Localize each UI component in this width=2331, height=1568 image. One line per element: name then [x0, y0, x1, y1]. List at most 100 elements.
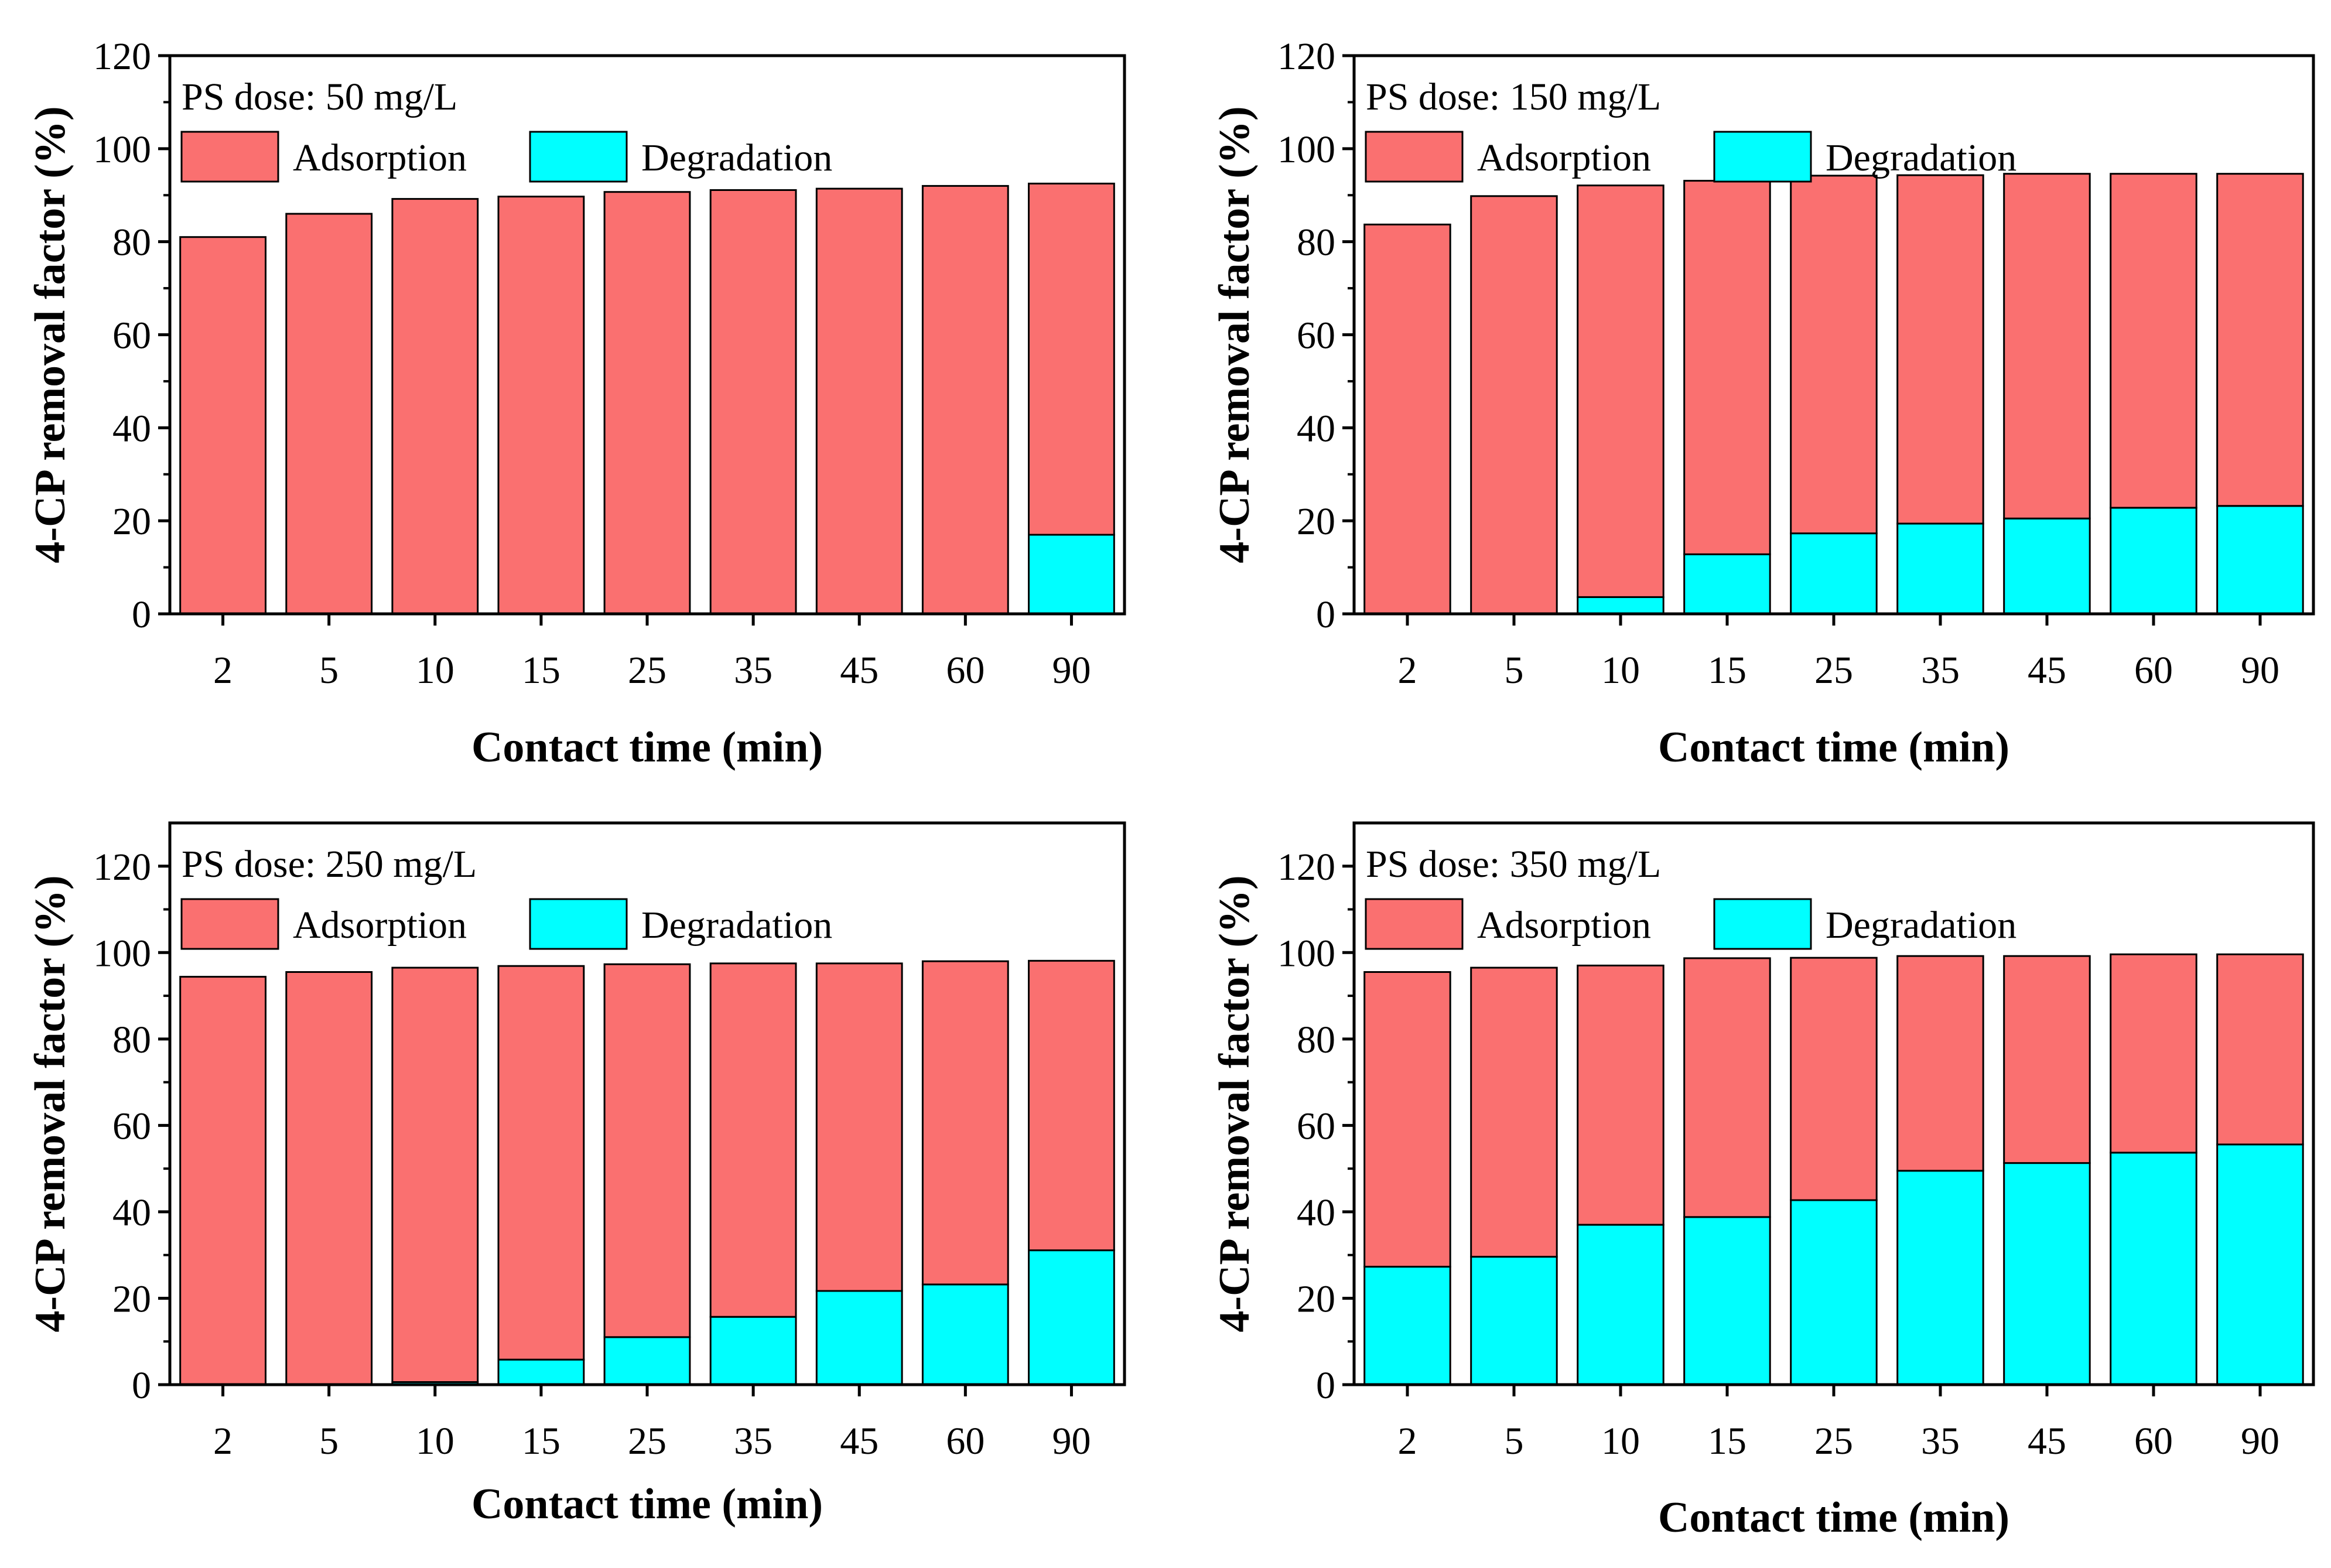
x-tick-label: 25	[628, 1420, 667, 1463]
legend-swatch-degradation	[1713, 898, 1812, 950]
y-tick-label: 20	[1297, 1277, 1335, 1320]
x-tick-label: 45	[2028, 1420, 2066, 1463]
bar-adsorption-25	[1790, 175, 1878, 535]
legend-swatch-adsorption	[180, 898, 279, 950]
y-tick-label: 120	[93, 846, 151, 889]
bar-adsorption-10	[391, 966, 479, 1383]
bar-adsorption-35	[709, 962, 797, 1318]
legend-label-adsorption: Adsorption	[293, 904, 467, 947]
legend-label-adsorption: Adsorption	[1477, 904, 1651, 947]
bar-adsorption-5	[1470, 966, 1558, 1258]
legend-label-degradation: Degradation	[1826, 136, 2016, 179]
bar-adsorption-45	[2003, 173, 2091, 520]
bar-degradation-2	[1363, 1266, 1451, 1386]
y-tick-label: 20	[112, 500, 151, 543]
y-axis-title: 4-CP removal factor (%)	[1211, 106, 1259, 563]
bar-adsorption-60	[921, 185, 1009, 615]
x-tick-label: 60	[2134, 1420, 2173, 1463]
x-tick-label: 2	[1398, 1420, 1417, 1463]
x-tick-label: 15	[1708, 649, 1746, 692]
bar-adsorption-35	[1896, 174, 1984, 525]
x-tick-label: 10	[1601, 649, 1640, 692]
bar-adsorption-45	[2003, 955, 2091, 1164]
bar-degradation-10	[1577, 1224, 1664, 1386]
y-tick-label: 100	[93, 128, 151, 171]
legend-label-degradation: Degradation	[1826, 904, 2016, 947]
bar-degradation-90	[2216, 505, 2304, 615]
legend-swatch-degradation	[529, 131, 628, 183]
y-tick-label: 0	[132, 593, 151, 636]
bar-degradation-15	[1683, 1216, 1771, 1386]
bar-degradation-45	[815, 1290, 903, 1386]
x-tick-label: 10	[1601, 1420, 1640, 1463]
legend-swatch-adsorption	[180, 131, 279, 183]
bar-adsorption-25	[603, 963, 691, 1338]
x-tick-label: 15	[522, 1420, 560, 1463]
panel-dose-label: PS dose: 250 mg/L	[182, 843, 477, 886]
y-tick-label: 80	[1297, 1019, 1335, 1061]
y-tick-label: 20	[112, 1277, 151, 1320]
bar-degradation-35	[1896, 522, 1984, 615]
bar-adsorption-45	[815, 962, 903, 1292]
y-axis-title: 4-CP removal factor (%)	[1211, 875, 1259, 1332]
x-tick-label: 90	[1052, 649, 1091, 692]
bar-adsorption-5	[285, 213, 373, 615]
x-tick-label: 2	[213, 1420, 233, 1463]
bar-adsorption-15	[1683, 180, 1771, 555]
panel-dose-label: PS dose: 50 mg/L	[182, 76, 457, 118]
bar-adsorption-5	[285, 971, 373, 1386]
bar-adsorption-10	[1577, 185, 1664, 598]
y-tick-label: 0	[132, 1364, 151, 1407]
bar-degradation-5	[1470, 1256, 1558, 1386]
y-tick-label: 100	[1277, 128, 1335, 171]
x-tick-label: 35	[1921, 1420, 1960, 1463]
bar-degradation-25	[1790, 532, 1878, 615]
bar-adsorption-90	[2216, 173, 2304, 507]
y-tick-label: 0	[1316, 1364, 1335, 1407]
y-tick-label: 100	[1277, 932, 1335, 975]
x-tick-label: 5	[319, 1420, 339, 1463]
bar-degradation-15	[497, 1358, 585, 1386]
x-axis-title: Contact time (min)	[471, 723, 823, 771]
y-tick-label: 40	[1297, 1191, 1335, 1234]
y-axis-title: 4-CP removal factor (%)	[26, 106, 74, 563]
legend-swatch-adsorption	[1365, 898, 1464, 950]
panel-dose-label: PS dose: 350 mg/L	[1366, 843, 1661, 886]
y-tick-label: 60	[112, 315, 151, 357]
x-tick-label: 35	[734, 649, 773, 692]
y-axis-title: 4-CP removal factor (%)	[26, 875, 74, 1332]
y-tick-label: 60	[112, 1105, 151, 1147]
x-axis-title: Contact time (min)	[471, 1480, 823, 1528]
bar-degradation-60	[2110, 1152, 2197, 1386]
x-tick-label: 2	[213, 649, 233, 692]
x-tick-label: 45	[2028, 649, 2066, 692]
legend-swatch-degradation	[1713, 131, 1812, 183]
x-tick-label: 15	[1708, 1420, 1746, 1463]
bar-degradation-35	[709, 1316, 797, 1386]
x-tick-label: 90	[1052, 1420, 1091, 1463]
x-tick-label: 25	[1814, 649, 1853, 692]
bar-adsorption-90	[2216, 953, 2304, 1146]
x-tick-label: 5	[1505, 649, 1524, 692]
y-tick-label: 80	[112, 221, 151, 264]
x-tick-label: 10	[416, 1420, 454, 1463]
y-tick-label: 60	[1297, 315, 1335, 357]
bar-adsorption-25	[1790, 956, 1878, 1201]
bar-degradation-10	[1577, 596, 1664, 615]
bar-degradation-25	[1790, 1199, 1878, 1386]
bar-adsorption-2	[1363, 223, 1451, 615]
panel-dose-label: PS dose: 150 mg/L	[1366, 76, 1661, 118]
bar-degradation-60	[2110, 507, 2197, 615]
x-tick-label: 60	[946, 649, 985, 692]
x-tick-label: 90	[2241, 649, 2279, 692]
x-tick-label: 35	[734, 1420, 773, 1463]
bar-degradation-45	[2003, 1162, 2091, 1386]
bar-adsorption-35	[709, 189, 797, 615]
legend-label-adsorption: Adsorption	[293, 136, 467, 179]
bar-degradation-15	[1683, 553, 1771, 615]
x-tick-label: 15	[522, 649, 560, 692]
